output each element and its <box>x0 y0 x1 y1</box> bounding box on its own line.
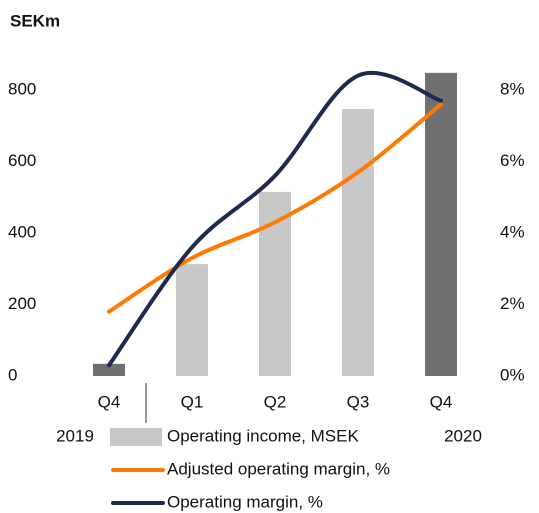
y2-tick-label: 0% <box>500 365 525 384</box>
x-tick-label: Q4 <box>430 392 453 411</box>
x-tick-label: Q2 <box>264 392 287 411</box>
bar <box>425 72 457 376</box>
line <box>107 102 443 314</box>
y2-tick-label: 2% <box>500 294 525 313</box>
y-tick-label: 600 <box>8 151 36 170</box>
legend-label: Operating margin, % <box>167 492 323 511</box>
y-tick-label: 0 <box>8 365 17 384</box>
line <box>107 71 443 368</box>
x-tick-label: Q3 <box>347 392 370 411</box>
bar <box>93 363 125 376</box>
legend-label: Operating income, MSEK <box>167 426 359 445</box>
y2-tick-label: 8% <box>500 79 525 98</box>
y-tick-label: 400 <box>8 222 36 241</box>
y-tick-label: 200 <box>8 294 36 313</box>
legend-swatch <box>110 428 162 446</box>
legend-label: Adjusted operating margin, % <box>167 459 390 478</box>
year-label: 2019 <box>56 426 94 445</box>
y-axis-label: SEKm <box>10 11 60 30</box>
bar <box>259 191 291 376</box>
y2-tick-label: 6% <box>500 151 525 170</box>
bar <box>342 108 374 376</box>
x-tick-label: Q1 <box>181 392 204 411</box>
y2-tick-label: 4% <box>500 222 525 241</box>
year-label: 2020 <box>444 426 482 445</box>
y-tick-label: 800 <box>8 79 36 98</box>
bar <box>176 264 208 376</box>
x-tick-label: Q4 <box>98 392 121 411</box>
